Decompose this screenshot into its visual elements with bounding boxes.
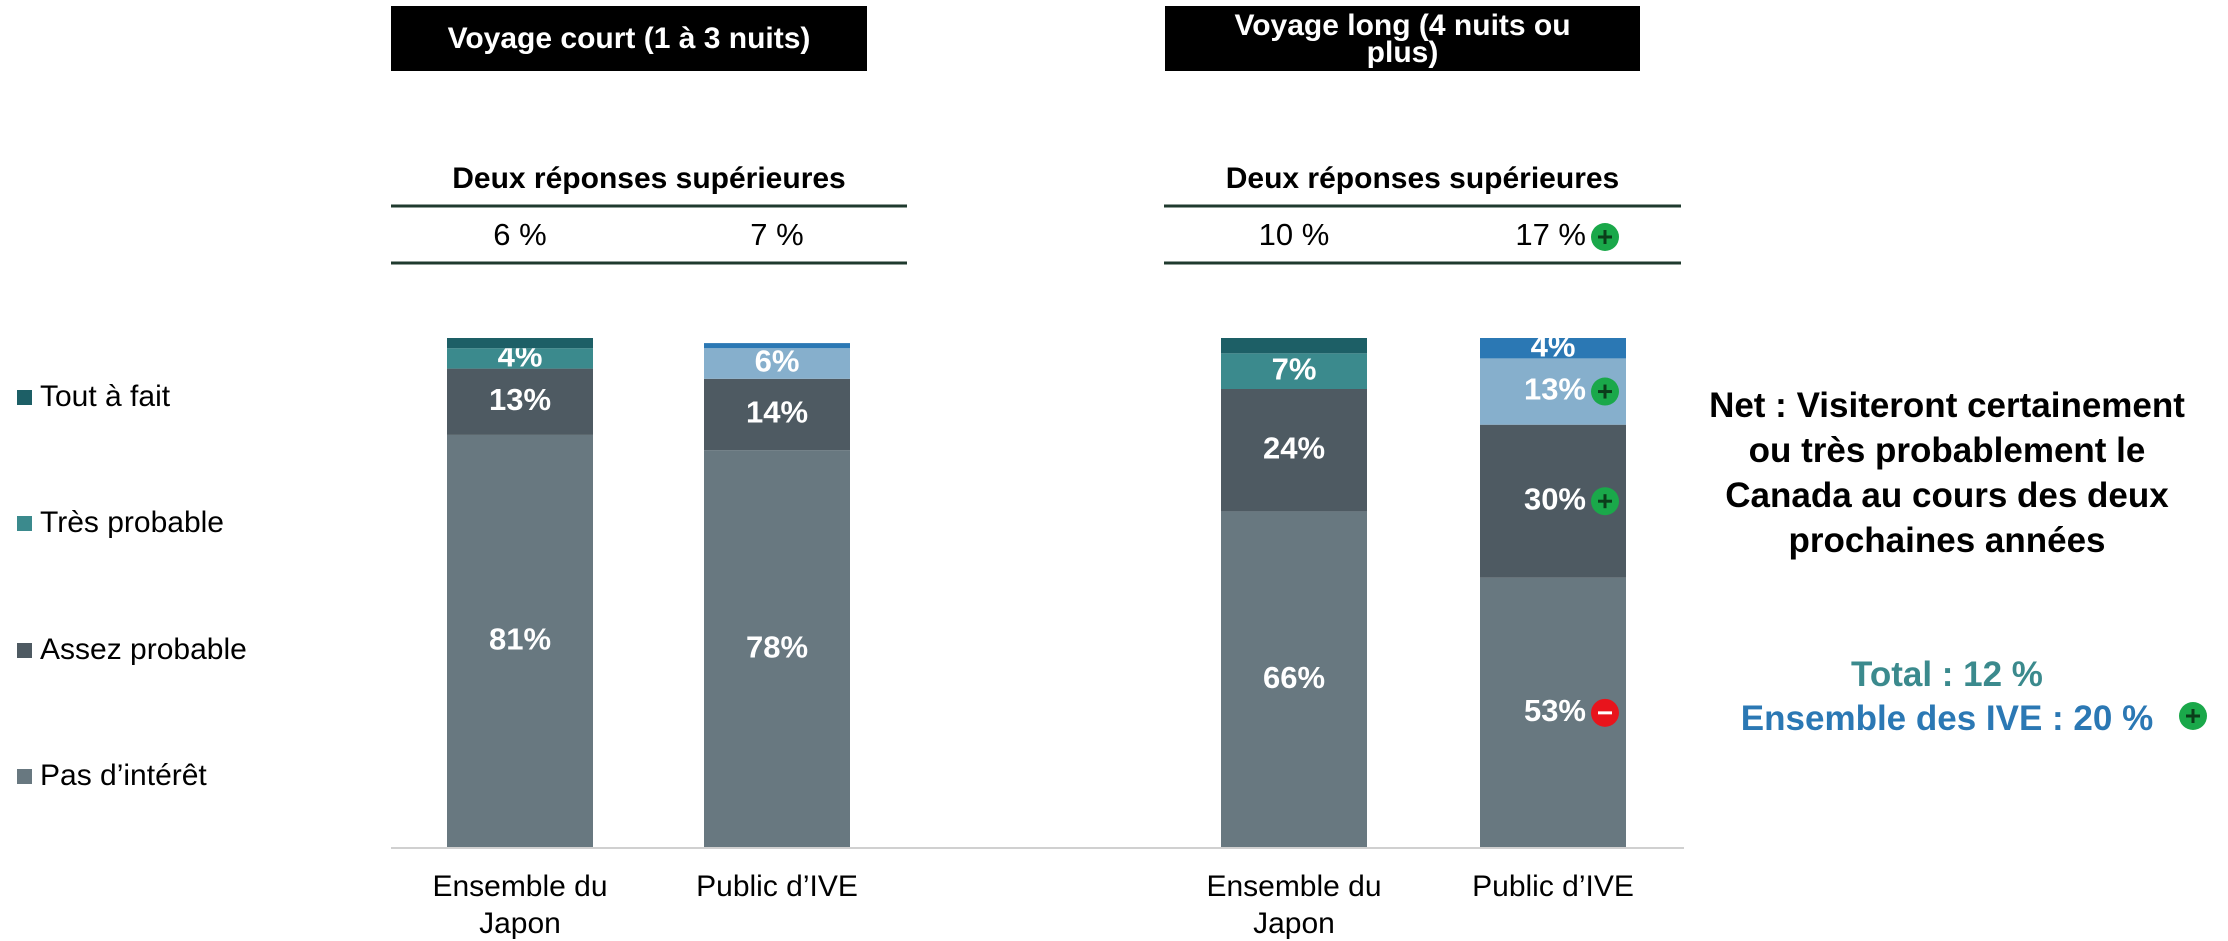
data-label: 66%: [1263, 660, 1325, 695]
top-two-label: 7 %: [750, 217, 803, 252]
data-label: 81%: [489, 622, 551, 657]
net-ive: Ensemble des IVE : 20 %: [1740, 699, 2154, 738]
x-tick-line: Japon: [1253, 907, 1335, 940]
legend-label: Pas d’intérêt: [40, 759, 207, 792]
net-total: Total : 12 %: [1851, 655, 2043, 694]
sig-up-icon: [1591, 487, 1619, 516]
bar-segment: [1480, 338, 1626, 359]
bar-segment: [704, 378, 850, 451]
x-tick-label: Ensemble du Japon: [432, 870, 607, 940]
sig-up-icon: [1591, 223, 1619, 251]
bar-segment: [1221, 389, 1367, 512]
sig-down-icon: [1591, 698, 1619, 727]
data-label: 7%: [1272, 351, 1317, 386]
bar-segment: [704, 343, 850, 349]
group-subtitle: Deux réponses supérieures: [452, 162, 846, 195]
net-title: Net : Visiteront certainement ou très pr…: [1709, 386, 2185, 560]
bar-segment: [447, 338, 593, 349]
data-label: 30%: [1524, 481, 1586, 516]
group-subtitle: Deux réponses supérieures: [1226, 162, 1620, 195]
bar-segment: [447, 348, 593, 369]
x-tick-label: Ensemble du Japon: [1206, 870, 1381, 940]
bar-segment: [1221, 353, 1367, 389]
legend-swatch: [17, 769, 32, 784]
x-tick-line: Japon: [479, 907, 561, 940]
top-two-label: 6 %: [493, 217, 546, 252]
data-label: 13%: [1524, 372, 1586, 407]
bar-segment: [1221, 338, 1367, 354]
legend-label: Tout à fait: [40, 380, 171, 413]
sig-up-icon: [2179, 702, 2207, 730]
x-tick-label: Public d’IVE: [696, 870, 858, 903]
legend-swatch: [17, 390, 32, 405]
legend-label: Assez probable: [40, 633, 247, 666]
group-title: Voyage long (4 nuits ou plus): [1165, 6, 1640, 71]
x-tick-line: Ensemble du: [1206, 870, 1381, 903]
bar-segment: [447, 368, 593, 435]
bar-segment: [1221, 511, 1367, 848]
legend-label: Très probable: [40, 506, 224, 539]
bar-segment: [447, 434, 593, 848]
legend-swatch: [17, 516, 32, 531]
legend-swatch: [17, 643, 32, 658]
data-label: 6%: [755, 344, 800, 379]
top-two-label: 10 %: [1259, 217, 1330, 252]
top-two-label: 17 %: [1515, 217, 1586, 252]
bar-segment: [704, 450, 850, 848]
data-label: 24%: [1263, 430, 1325, 465]
data-label: 13%: [489, 382, 551, 417]
bar-segment: [704, 348, 850, 379]
sig-up-icon: [1591, 377, 1619, 406]
data-label: 4%: [1531, 328, 1576, 363]
data-label: 78%: [746, 629, 808, 664]
data-label: 14%: [746, 395, 808, 430]
group-title: Voyage court (1 à 3 nuits): [391, 6, 867, 71]
data-label: 53%: [1524, 693, 1586, 728]
x-tick-label: Public d’IVE: [1472, 870, 1634, 903]
x-tick-line: Ensemble du: [432, 870, 607, 903]
